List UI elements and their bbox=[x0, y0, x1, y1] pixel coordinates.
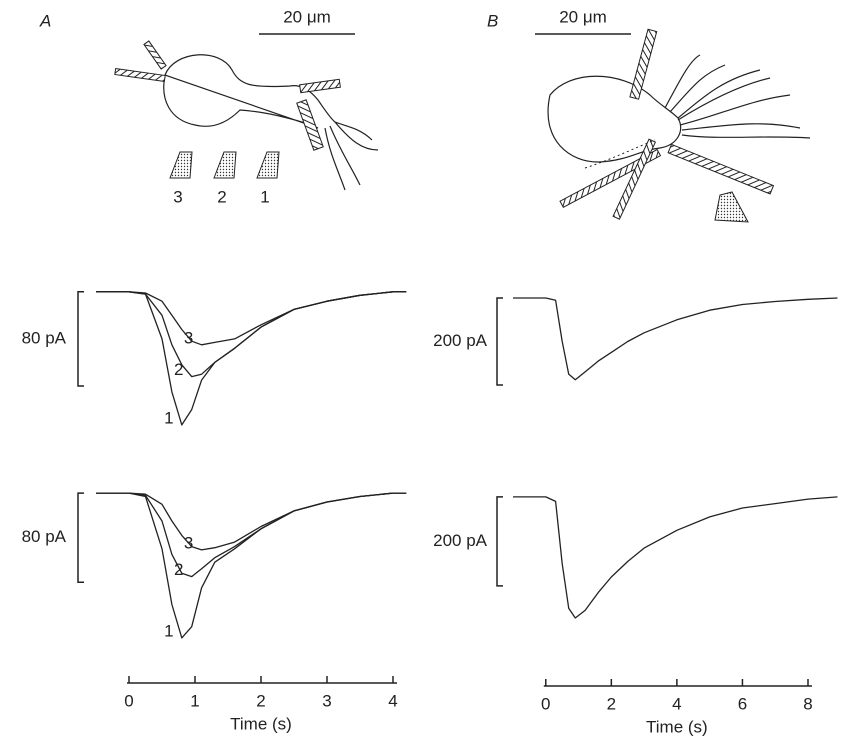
trace bbox=[96, 291, 407, 346]
trace bbox=[96, 492, 407, 578]
x-axis-title: Time (s) bbox=[230, 714, 292, 733]
panel-label: A bbox=[39, 11, 51, 30]
x-tick-label: 2 bbox=[256, 691, 265, 710]
x-tick-label: 2 bbox=[607, 694, 616, 713]
trace bbox=[513, 496, 838, 619]
scale-bar bbox=[77, 492, 84, 583]
scale-bar-label: 80 pA bbox=[22, 328, 67, 347]
trace bbox=[96, 291, 407, 426]
x-tick-label: 0 bbox=[541, 694, 550, 713]
cell-drawing-b bbox=[547, 28, 811, 223]
x-tick-label: 8 bbox=[803, 694, 812, 713]
scale-bar bbox=[496, 496, 503, 587]
scale-bar-label: 80 pA bbox=[22, 527, 67, 546]
trace-label: 2 bbox=[174, 360, 183, 379]
trace-label: 3 bbox=[184, 328, 193, 347]
scale-label: 20 μm bbox=[559, 7, 607, 26]
scale-bar-label: 200 pA bbox=[433, 531, 488, 550]
trace-label: 3 bbox=[184, 533, 193, 552]
pipette-label: 2 bbox=[217, 187, 226, 206]
x-tick-label: 4 bbox=[388, 691, 397, 710]
x-tick-label: 0 bbox=[124, 691, 133, 710]
trace-label: 1 bbox=[164, 408, 173, 427]
trace bbox=[96, 291, 407, 378]
trace-label: 2 bbox=[174, 560, 183, 579]
trace bbox=[96, 492, 407, 639]
x-tick-label: 4 bbox=[672, 694, 681, 713]
x-tick-label: 6 bbox=[738, 694, 747, 713]
scale-label: 20 μm bbox=[283, 7, 331, 26]
scale-bar-label: 200 pA bbox=[433, 331, 488, 350]
pipette-label: 3 bbox=[173, 187, 182, 206]
x-tick-label: 3 bbox=[322, 691, 331, 710]
scale-bar bbox=[496, 297, 503, 386]
scale-bar bbox=[77, 291, 84, 387]
trace bbox=[513, 297, 838, 381]
cell-drawing-a bbox=[114, 40, 379, 191]
trace-label: 1 bbox=[164, 621, 173, 640]
pipette-label: 1 bbox=[260, 187, 269, 206]
panel-label: B bbox=[487, 11, 498, 30]
x-axis-title: Time (s) bbox=[646, 717, 708, 736]
trace bbox=[96, 492, 407, 551]
x-tick-label: 1 bbox=[190, 691, 199, 710]
